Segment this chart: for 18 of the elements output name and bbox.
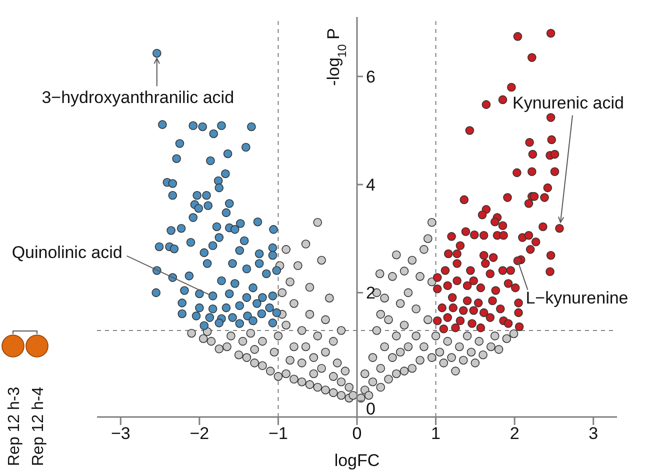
x-tick-label: −1 <box>268 424 288 444</box>
y-tick-label: 4 <box>366 176 376 195</box>
text: Rep 12 h-3 <box>6 386 23 466</box>
annotation: Kynurenic acid <box>512 93 624 112</box>
annotation: 3−hydroxyanthranilic acid <box>42 88 234 108</box>
annotation: L−kynurenine <box>526 288 628 308</box>
x-tick-label: 0 <box>352 424 362 444</box>
y-tick-label: 0 <box>366 400 376 419</box>
x-tick-label: −3 <box>110 424 130 444</box>
x-axis-title: logFC <box>334 451 380 470</box>
y-tick-label: 6 <box>366 67 376 86</box>
annotation: Quinolinic acid <box>12 242 122 262</box>
x-tick-label: 2 <box>510 424 520 444</box>
text: Rep 12 h-4 <box>30 386 47 466</box>
x-tick-label: 3 <box>588 424 598 444</box>
x-tick-label: 1 <box>431 424 441 444</box>
x-tick-label: −2 <box>190 424 210 444</box>
y-tick-label: 2 <box>366 284 376 303</box>
